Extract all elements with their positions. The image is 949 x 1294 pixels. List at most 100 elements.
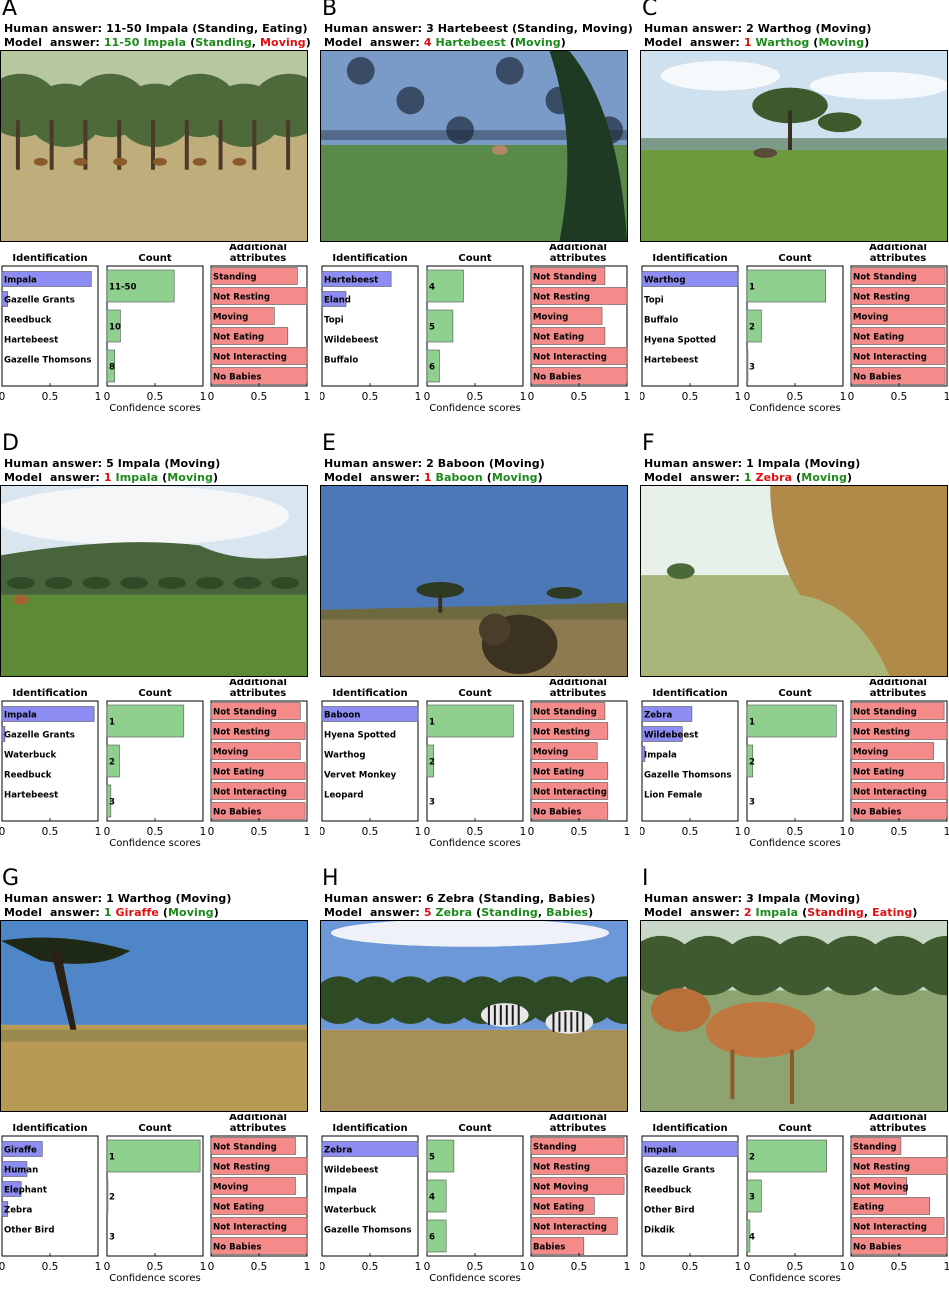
attributes-bar [530,1197,595,1215]
tick-label: 0 [528,826,535,838]
tick-label: 0.5 [891,1261,908,1273]
panel-letter: H [322,866,339,891]
attributes-bar-label: Not Eating [533,1203,584,1213]
model-answer-segment: Impala [143,36,191,49]
tick-label: 1 [200,1261,207,1273]
identification-bar-label: Other Bird [4,1226,54,1236]
model-answer-segment: ) [588,906,594,919]
attributes-bar-label: Moving [853,748,888,758]
tick-label: 1 [840,826,847,838]
count-bar [106,269,175,303]
panel-b: B Human answer: 3 Hartebeest (Standing, M… [319,0,633,420]
attributes-bar [210,802,306,820]
tick-label: 0.5 [891,826,908,838]
attributes-bar [530,702,606,720]
tick-label: 1 [944,1261,949,1273]
attributes-bar-label: Not Eating [213,1203,264,1213]
model-answer-segment: Baboon [435,471,487,484]
count-bar [106,309,121,343]
count-bar-label: 1 [749,283,755,293]
model-answer-segment: ( [802,906,808,919]
attributes-bar-label: Not Standing [853,708,917,718]
panel-letter: C [642,0,658,21]
human-answer-value: 11-50 Impala (Standing, Eating) [106,22,308,35]
tick-label: 0 [744,826,751,838]
human-answer: Human answer: 11-50 Impala (Standing, Ea… [4,22,308,35]
column-title: Additional [549,244,607,253]
photo-sky [1,921,307,1025]
attributes-bar [530,1177,625,1195]
column-title: Count [138,688,171,699]
column-title: Additional [229,679,287,688]
model-answer-segment: ) [560,36,566,49]
identification-bar [641,271,739,287]
model-answer-segment: ( [796,471,802,484]
tick-label: 1 [304,826,310,838]
tick-label: 1 [520,391,527,403]
model-answer-segment: Moving [260,36,306,49]
tick-label: 1 [624,826,630,838]
count-bar-label: 10 [109,323,121,333]
column-title: Identification [332,1123,407,1134]
attributes-bar-label: No Babies [213,808,261,818]
column-title: Count [138,253,171,264]
model-answer-segment: 1 [743,36,756,49]
attributes-axes-box [210,700,308,822]
count-bar-label: 3 [749,1193,755,1203]
attributes-bar [530,782,609,800]
model-answer-segment: Zebra [435,906,477,919]
tick-label: 0.5 [362,1261,379,1273]
tick-label: 0 [104,826,111,838]
attributes-bar-label: Not Eating [853,768,904,778]
identification-bar-label: Topi [324,316,344,326]
tick-label: 0 [320,826,325,838]
identification-bar [321,271,392,287]
attributes-bar-label: Not Eating [533,333,584,343]
identification-bar-label: Impala [4,276,37,286]
count-bar-label: 2 [749,758,755,768]
confidence-charts: Identification Count Additional attributes I… [0,242,310,420]
confidence-charts: Identification Count Additional attributes W… [639,242,949,420]
identification-bar-label: Hyena Spotted [324,731,396,741]
tick-label: 0.5 [147,1261,164,1273]
camera-trap-photo [640,920,948,1112]
attributes-bar-label: Not Resting [853,293,910,303]
model-answer-segment: Warthog [755,36,814,49]
attributes-bar-label: Standing [853,1143,897,1153]
tick-label: 0.5 [362,391,379,403]
model-answer-prefix: Model answer: [644,471,744,484]
attributes-bar [850,1157,948,1175]
tick-label: 1 [200,391,207,403]
human-answer: Human answer: 3 Hartebeest (Standing, Mo… [324,22,633,35]
identification-bar-label: Reedbuck [4,771,52,781]
count-bar-label: 2 [749,323,755,333]
panel-i: I Human answer: 3 Impala (Moving) Model an… [639,866,949,1290]
count-bar [106,1139,201,1173]
count-bar-label: 4 [749,1233,755,1243]
column-title: Additional [869,679,927,688]
identification-bar-label: Gazelle Grants [4,731,75,741]
column-title: attributes [550,1123,607,1134]
attributes-bar-label: Not Interacting [213,353,287,363]
tick-label: 0.5 [571,826,588,838]
identification-bar-label: Leopard [324,791,364,801]
attributes-bar-label: Moving [213,313,248,323]
tick-label: 0 [424,391,431,403]
attributes-bar [210,742,301,760]
identification-bar-label: Warthog [324,751,366,761]
identification-bar-label: Impala [644,751,677,761]
attributes-bar-label: Moving [533,313,568,323]
tick-label: 0 [208,1261,215,1273]
model-answer-segment: ) [305,36,311,49]
model-answer-segment: 4 [423,36,436,49]
identification-bar [1,706,95,722]
count-bar-label: 3 [109,1233,115,1243]
attributes-bar [850,287,946,305]
attributes-bar [530,762,609,780]
model-answer-prefix: Model answer: [324,471,424,484]
tick-label: 1 [95,1261,102,1273]
attributes-bar-label: Not Resting [853,1163,910,1173]
photo-ground [321,614,627,676]
attributes-bar [850,722,948,740]
x-axis-label: Confidence scores [749,838,840,849]
